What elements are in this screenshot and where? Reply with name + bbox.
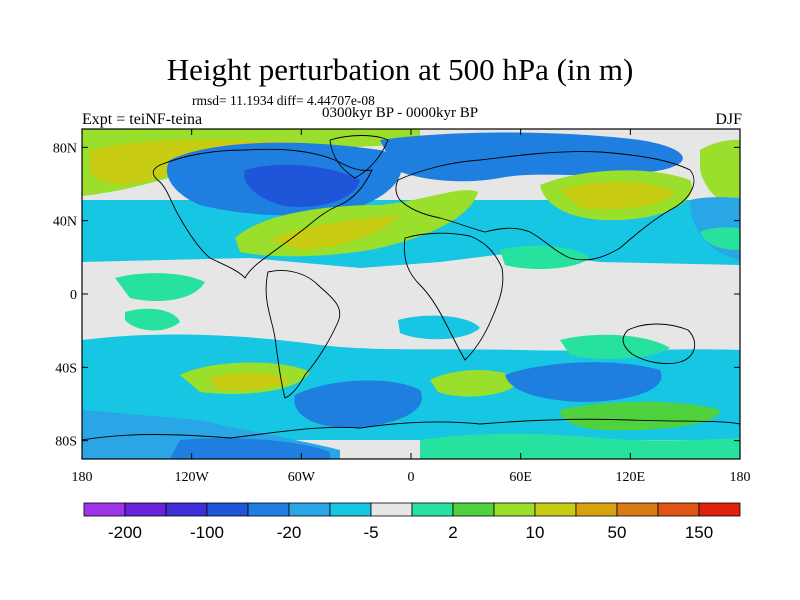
antarctic-negative-core xyxy=(170,438,330,459)
colorbar-label: 10 xyxy=(526,523,545,542)
colorbar: -200 -100 -20 -5 2 10 50 150 xyxy=(83,502,741,542)
lon-tick-label: 180 xyxy=(72,470,93,485)
eurasia-coastline xyxy=(395,151,695,261)
north-pacific-positive-region xyxy=(700,139,740,210)
colorbar-swatch xyxy=(329,502,372,517)
lat-tick-label: 0 xyxy=(70,288,77,303)
experiment-label: Expt = teiNF-teina xyxy=(82,111,203,128)
atlantic-positive-core xyxy=(270,215,400,250)
colorbar-label: -20 xyxy=(277,523,302,542)
greenland-coastline xyxy=(329,135,389,179)
colorbar-swatch xyxy=(124,502,167,517)
colorbar-swatch xyxy=(616,502,659,517)
asia-positive-core xyxy=(560,181,675,210)
lon-tick-label: 60E xyxy=(509,470,532,485)
season-label: DJF xyxy=(715,111,742,128)
lat-tick-label: 80N xyxy=(53,141,77,156)
colorbar-swatch xyxy=(165,502,208,517)
colorbar-label: 2 xyxy=(448,523,457,542)
period-label: 0300kyr BP - 0000kyr BP xyxy=(322,105,479,121)
colorbar-swatch xyxy=(411,502,454,517)
lon-tick-label: 180 xyxy=(730,470,751,485)
south-indian-positive-region xyxy=(430,370,520,397)
pacific-positive-patch xyxy=(700,227,740,250)
rmsd-diff-stats: rmsd= 11.1934 diff= 4.44707e-08 xyxy=(192,93,375,108)
colorbar-label: 50 xyxy=(608,523,627,542)
atlantic-negative-patch xyxy=(398,315,480,340)
africa-positive-patch xyxy=(500,245,590,270)
lon-tick-label: 0 xyxy=(408,470,415,485)
south-indian-negative-region xyxy=(505,362,662,402)
chart-title: Height perturbation at 500 hPa (in m) xyxy=(166,52,634,87)
colorbar-swatch xyxy=(83,502,126,517)
antarctica-coastline xyxy=(82,418,740,441)
colorbar-swatch xyxy=(534,502,577,517)
colorbar-label: -100 xyxy=(190,523,224,542)
map-panel: 80N 40N 0 40S 80S 180 120W 60W 0 60E 120E 180 xyxy=(53,128,751,485)
south-atlantic-negative-region xyxy=(294,380,422,428)
north-america-negative-core xyxy=(244,164,360,207)
contour-fields xyxy=(82,129,740,459)
colorbar-label: -200 xyxy=(108,523,142,542)
south-america-coastline xyxy=(265,270,341,399)
lon-tick-label: 120W xyxy=(175,470,210,485)
colorbar-swatch xyxy=(247,502,290,517)
colorbar-swatch xyxy=(370,502,413,517)
lat-tick-label: 40N xyxy=(53,215,77,230)
east-pacific-positive-patch xyxy=(125,308,180,331)
axis-ticks: 80N 40N 0 40S 80S 180 120W 60W 0 60E 120E 180 xyxy=(53,129,751,485)
north-america-coastline xyxy=(152,148,373,279)
colorbar-label: 150 xyxy=(685,523,713,542)
lat-tick-label: 80S xyxy=(55,435,77,450)
australia-coastline xyxy=(622,323,696,365)
antarctic-positive-region xyxy=(560,401,720,431)
indian-ocean-positive-patch xyxy=(560,334,670,360)
colorbar-swatch xyxy=(206,502,249,517)
lat-tick-label: 40S xyxy=(55,361,77,376)
colorbar-swatch xyxy=(288,502,331,517)
africa-coastline xyxy=(403,232,504,361)
south-pacific-positive-core xyxy=(210,372,290,390)
tropical-pacific-positive-patch xyxy=(115,273,205,302)
coastlines xyxy=(82,135,740,441)
southern-ocean-positive-band xyxy=(420,433,740,459)
colorbar-label: -5 xyxy=(363,523,378,542)
colorbar-swatch xyxy=(493,502,536,517)
lon-tick-label: 120E xyxy=(616,470,646,485)
colorbar-swatch xyxy=(657,502,700,517)
colorbar-swatch xyxy=(575,502,618,517)
colorbar-swatch xyxy=(452,502,495,517)
lon-tick-label: 60W xyxy=(288,470,316,485)
eurasia-negative-band xyxy=(380,132,683,182)
colorbar-swatch xyxy=(698,502,741,517)
